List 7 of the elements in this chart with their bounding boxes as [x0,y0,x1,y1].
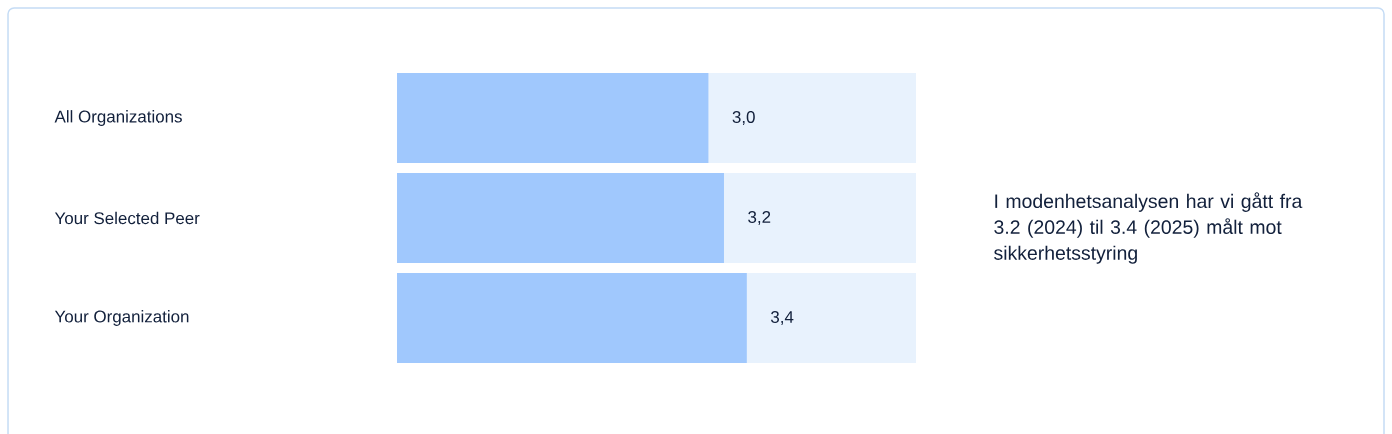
data-label: 3,0 [732,111,755,125]
data-label: 3,2 [748,211,771,225]
y-tick-label: Your Selected Peer [54,211,200,225]
y-tick-label: All Organizations [54,110,182,126]
data-label: 3,4 [770,311,794,325]
text: I modenhetsanalysen har vi gått fra 3.2 (2024) til 3.4 (2025) målt mot sikkerhetsstyring [994,192,1303,264]
y-tick-label: Your Organization [54,310,189,326]
